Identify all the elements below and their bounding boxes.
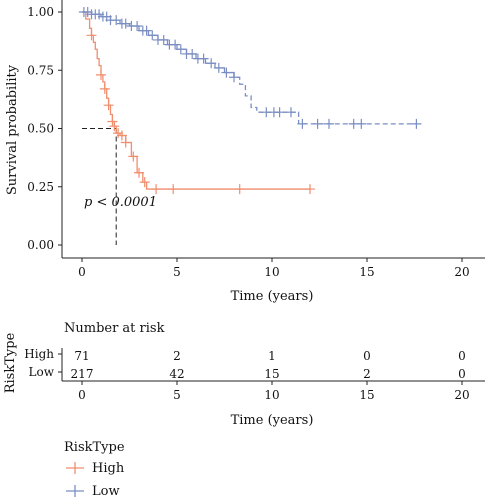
risk-count-high: 2 [173,349,181,363]
censor-mark-high [139,177,150,188]
legend-title: RiskType [64,440,125,455]
censor-mark-high [151,184,162,195]
censor-mark-high [134,167,144,178]
risk-x-tick-label: 10 [264,388,279,402]
legend-label-high: High [92,461,125,476]
censor-mark-high [96,69,106,80]
censor-mark-high [86,30,97,41]
censor-mark-low [297,118,308,129]
risk-count-low: 217 [71,367,94,381]
curve-high [82,11,310,190]
censor-mark-low [206,58,217,69]
risk-table-rows: High 71 2 1 0 0 Low 217 42 15 2 0 [24,347,466,381]
y-tick-label: 0.50 [27,122,54,136]
censor-mark-low [312,118,323,129]
censor-mark-low [111,15,122,26]
censor-mark-low [141,25,152,36]
legend: RiskType High Low [64,440,125,499]
risk-x-tick-label: 0 [78,388,86,402]
plot-axes [61,0,485,259]
censor-mark-low [187,48,198,59]
risk-table-x-ticks: 0 5 10 15 20 [78,381,470,402]
legend-key-high [66,462,84,474]
y-axis-ticks: 0.00 0.25 0.50 0.75 1.00 [27,5,62,252]
censor-mark-high [103,100,114,111]
y-tick-label: 0.25 [27,180,54,194]
p-value-annotation: p < 0.0001 [84,195,157,210]
censor-mark-high [128,151,139,162]
censor-mark-low [356,118,367,129]
censor-mark-high [107,116,118,127]
censor-mark-high [234,184,245,195]
x-tick-label: 10 [264,265,279,279]
risk-row-label-low: Low [29,365,55,379]
risk-count-low: 0 [458,367,466,381]
x-tick-label: 5 [173,265,181,279]
risk-count-low: 42 [169,367,184,381]
censor-mark-low [324,118,334,129]
censor-mark-high [120,137,131,148]
risk-table-title: Number at risk [64,321,165,336]
legend-label-low: Low [92,484,120,499]
x-axis-title: Time (years) [231,289,314,304]
risk-x-tick-label: 20 [454,388,469,402]
risk-count-high: 71 [74,349,89,363]
censor-mark-low [274,107,285,118]
censor-mark-high [305,184,315,195]
censor-mark-low [411,118,422,129]
censor-mark-low [198,53,209,64]
risk-count-low: 2 [363,367,371,381]
x-tick-label: 20 [454,265,469,279]
censor-mark-low [158,34,169,45]
censor-mark-low [175,44,186,55]
x-axis-ticks: 0 5 10 15 20 [78,258,470,279]
x-tick-label: 0 [78,265,86,279]
censor-mark-high [109,121,120,132]
risk-count-high: 1 [268,349,276,363]
censor-mark-low [170,39,181,50]
risk-x-tick-label: 5 [173,388,181,402]
risk-count-high: 0 [363,349,371,363]
censor-mark-low [221,67,232,78]
survival-curves [82,11,417,190]
censor-marks [78,7,422,195]
risk-x-tick-label: 15 [359,388,374,402]
censor-mark-low [120,18,131,29]
risk-table-axis-label: RiskType [3,332,18,393]
y-axis-title: Survival probability [5,64,20,195]
y-tick-label: 0.75 [27,63,54,77]
median-guides [82,128,117,245]
curve-low-dashed [233,72,417,125]
censor-mark-low [286,107,296,118]
censor-mark-high [99,83,110,94]
risk-count-high: 0 [458,349,466,363]
y-tick-label: 1.00 [27,5,54,19]
censor-mark-low [147,30,158,41]
y-tick-label: 0.00 [27,238,54,252]
censor-mark-low [213,62,224,73]
censor-mark-high [168,184,179,195]
risk-table-x-title: Time (years) [231,413,314,428]
censor-mark-low [132,20,143,31]
x-tick-label: 15 [359,265,374,279]
censor-mark-high [116,130,127,141]
risk-row-label-high: High [24,347,54,361]
legend-key-low [66,485,84,497]
censor-mark-low [229,72,239,83]
risk-count-low: 15 [264,367,279,381]
